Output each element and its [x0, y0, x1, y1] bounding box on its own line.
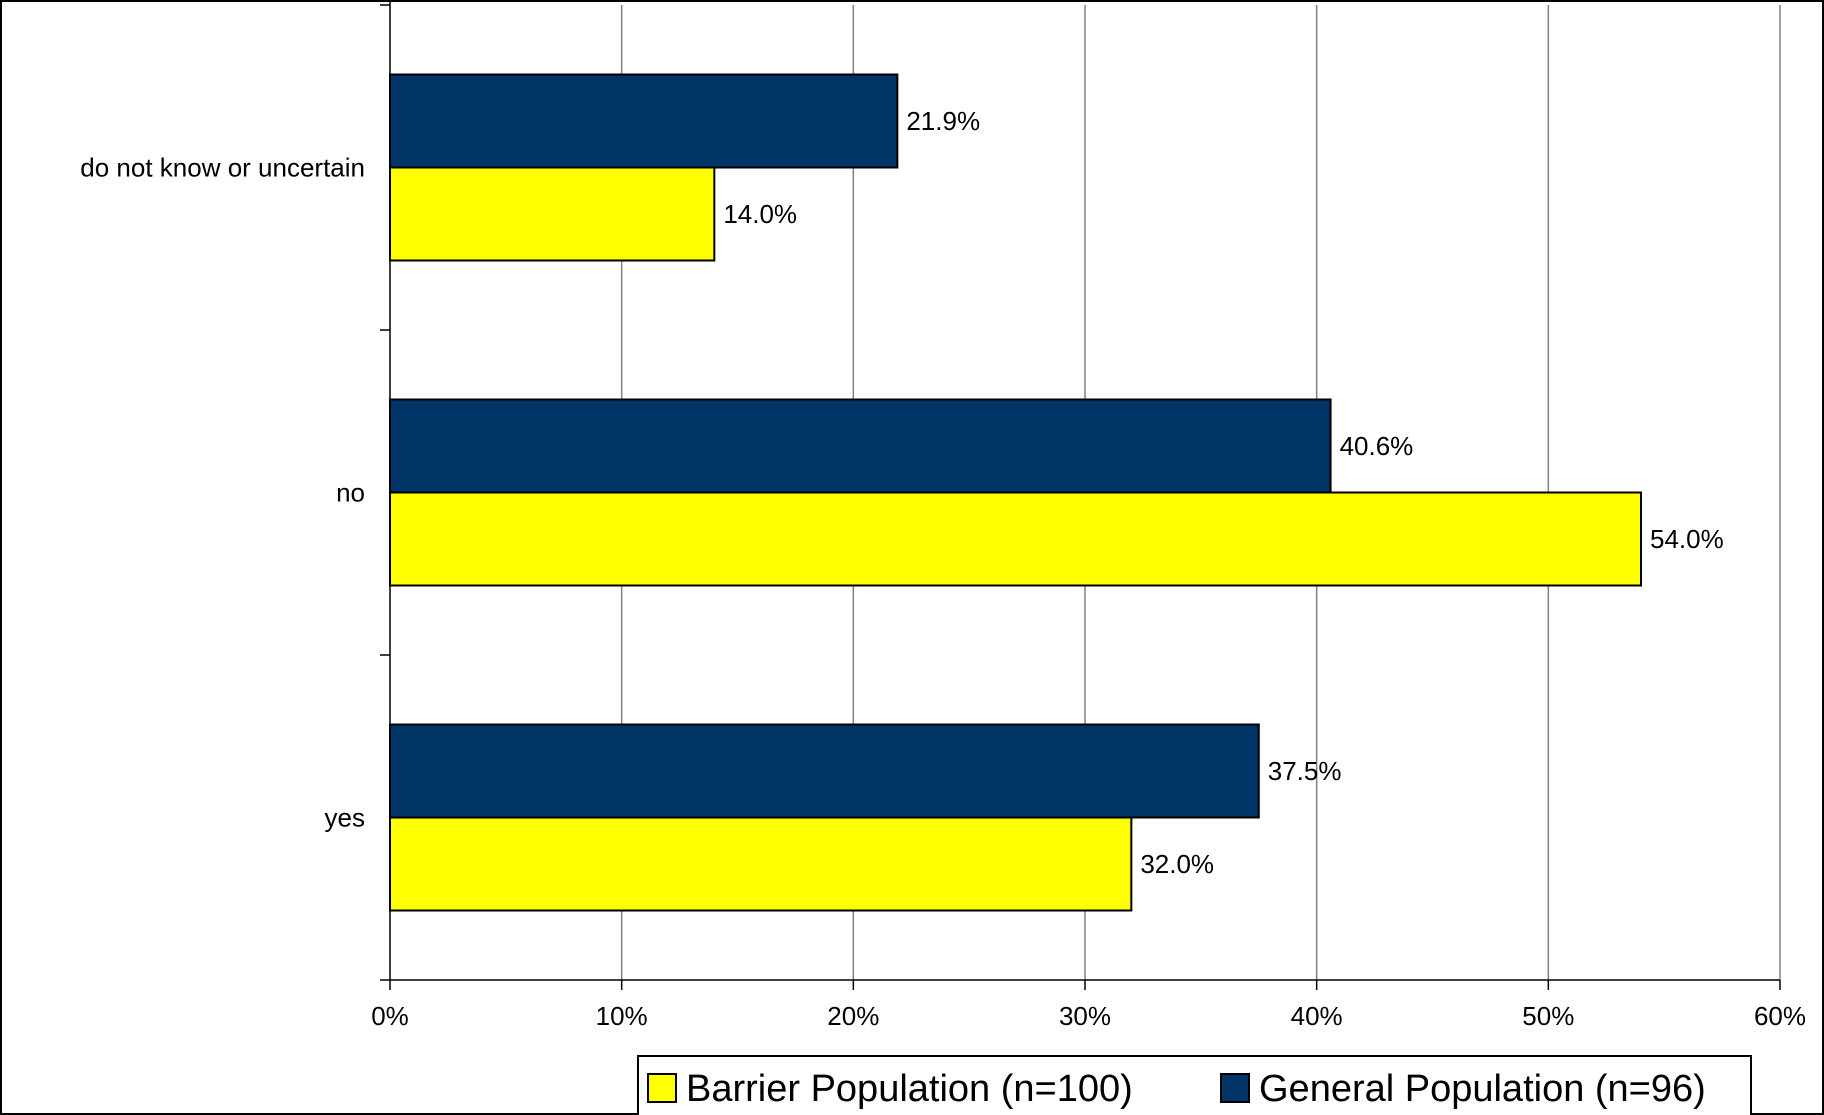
data-label: 21.9%	[906, 106, 980, 136]
x-tick-label: 0%	[371, 1001, 409, 1031]
x-tick-label: 10%	[596, 1001, 648, 1031]
category-label: no	[336, 478, 365, 508]
bar	[389, 166, 716, 262]
bar	[389, 723, 1260, 819]
axes: 0% 10% 20% 30% 40% 50% 60%	[371, 0, 1806, 1031]
bar	[389, 816, 1133, 912]
bar	[389, 491, 1642, 587]
data-label: 32.0%	[1140, 849, 1214, 879]
legend: Barrier Population (n=100) General Popul…	[637, 1055, 1752, 1115]
x-tick-label: 20%	[827, 1001, 879, 1031]
x-tick-label: 30%	[1059, 1001, 1111, 1031]
legend-label-barrier: Barrier Population (n=100)	[686, 1068, 1133, 1110]
category-label: yes	[325, 803, 365, 833]
legend-box	[637, 1055, 1752, 1115]
category-label: do not know or uncertain	[80, 153, 365, 183]
data-label: 54.0%	[1650, 524, 1724, 554]
legend-swatch-barrier	[647, 1073, 677, 1103]
legend-swatch-general	[1220, 1073, 1250, 1103]
data-label: 14.0%	[723, 199, 797, 229]
labels: do not know or uncertain 21.9% 14.0% no 40.6…	[80, 106, 1723, 879]
data-label: 40.6%	[1340, 431, 1414, 461]
x-tick-label: 50%	[1522, 1001, 1574, 1031]
x-tick-label: 60%	[1754, 1001, 1806, 1031]
data-label: 37.5%	[1268, 756, 1342, 786]
bar	[389, 398, 1332, 494]
bars	[389, 73, 1642, 912]
bar	[389, 73, 899, 169]
legend-label-general: General Population (n=96)	[1259, 1068, 1706, 1110]
x-tick-label: 40%	[1291, 1001, 1343, 1031]
